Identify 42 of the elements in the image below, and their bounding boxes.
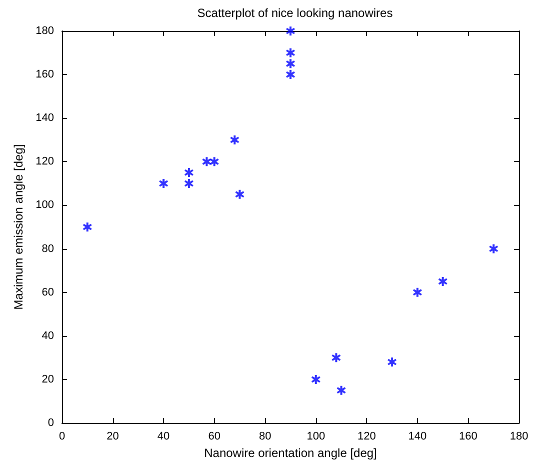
y-tick-label: 100 [36, 199, 54, 212]
y-tick-label: 0 [48, 417, 54, 429]
y-tick-label: 40 [42, 330, 54, 342]
y-tick-label: 120 [36, 156, 54, 168]
x-tick-label: 140 [408, 430, 427, 442]
y-tick-label: 80 [42, 242, 54, 255]
point [286, 48, 295, 58]
x-tick-label: 20 [106, 430, 119, 442]
x-tick-label: 120 [357, 430, 376, 442]
y-tick-label: 160 [36, 68, 54, 81]
y-tick-label: 140 [36, 112, 54, 124]
point [235, 190, 244, 199]
y-tick-label: 20 [42, 373, 54, 386]
x-tick-label: 0 [58, 430, 66, 442]
point [286, 59, 295, 68]
point [336, 386, 346, 395]
x-tick-label: 180 [510, 430, 528, 442]
y-tick-label: 180 [36, 25, 54, 37]
point [311, 374, 320, 384]
point [286, 26, 295, 36]
point [202, 157, 212, 166]
point [489, 244, 498, 254]
point [159, 178, 168, 188]
point [184, 168, 194, 178]
point [230, 135, 240, 144]
point [438, 276, 448, 286]
point [210, 157, 219, 166]
point [388, 358, 397, 367]
x-tick-label: 100 [306, 430, 326, 442]
x-tick-label: 60 [208, 430, 220, 442]
y-tick-label: 60 [42, 286, 54, 298]
point [286, 70, 295, 80]
point [184, 178, 194, 188]
x-axis-title: Nanowire orientation angle [deg] [204, 446, 377, 460]
point [82, 222, 92, 232]
chart-title: Scatterplot of nice looking nanowires [197, 6, 393, 20]
point [412, 288, 422, 297]
x-tick-label: 160 [459, 430, 478, 442]
y-axis-title: Maximum emission angle [deg] [12, 144, 26, 310]
x-tick-label: 40 [157, 430, 170, 442]
point [332, 353, 341, 362]
x-tick-label: 80 [258, 430, 272, 442]
